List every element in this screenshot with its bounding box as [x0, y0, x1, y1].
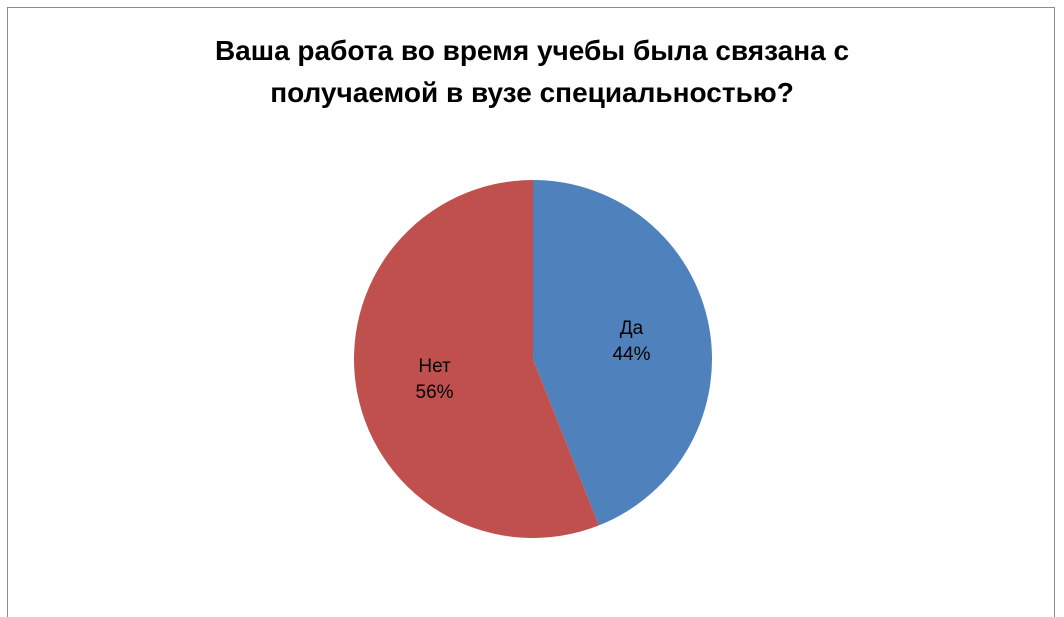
chart-title-line-2: получаемой в вузе специальностью?	[270, 77, 794, 108]
pie-slice-label-2: Нет	[418, 356, 451, 377]
pie-slice-2	[354, 179, 599, 538]
pie-slice-value-2: 56%	[416, 382, 454, 403]
pie-slice-value-1: 44%	[612, 344, 650, 365]
pie-slices	[354, 179, 712, 538]
chart-title-line-1: Ваша работа во время учебы была связана …	[214, 35, 850, 66]
chart-title: Ваша работа во время учебы была связана …	[0, 30, 1064, 114]
pie-slice-1	[533, 180, 712, 526]
pie-slice-label-1: Да	[620, 318, 644, 339]
pie-labels: Да 44% Нет 56%	[416, 318, 651, 403]
